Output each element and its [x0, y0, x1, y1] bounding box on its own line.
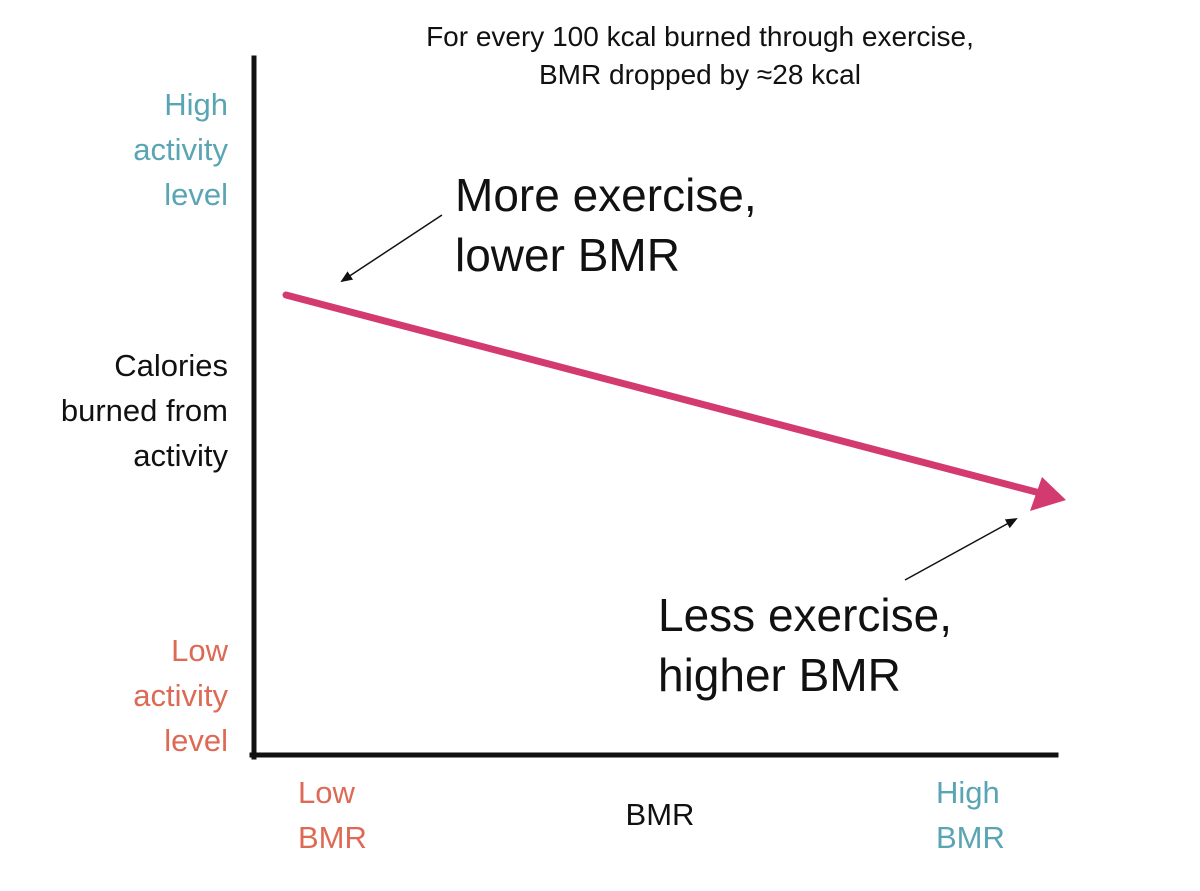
y-axis-low-label: Low activity level [133, 628, 228, 763]
y-axis-title: Calories burned from activity [61, 343, 228, 478]
x-low-line-2: BMR [298, 820, 367, 855]
less-exercise-line-2: higher BMR [658, 649, 901, 701]
diagram-caption: For every 100 kcal burned through exerci… [350, 18, 1050, 94]
less-exercise-annotation: Less exercise, higher BMR [658, 585, 952, 705]
trend-arrow-head [1030, 477, 1066, 511]
x-high-line-1: High [936, 775, 1000, 810]
x-axis-title: BMR [560, 792, 760, 837]
less-exercise-pointer-arrow [904, 518, 1018, 581]
y-high-line-3: level [164, 177, 228, 212]
x-axis-low-label: Low BMR [298, 770, 367, 860]
caption-line-1: For every 100 kcal burned through exerci… [426, 21, 974, 52]
more-exercise-pointer-arrow [340, 214, 443, 283]
y-low-line-1: Low [171, 633, 228, 668]
y-high-line-2: activity [133, 132, 228, 167]
y-high-line-1: High [164, 87, 228, 122]
y-title-line-3: activity [133, 438, 228, 473]
y-title-line-1: Calories [114, 348, 228, 383]
x-axis-high-label: High BMR [936, 770, 1005, 860]
x-low-line-1: Low [298, 775, 355, 810]
y-low-line-2: activity [133, 678, 228, 713]
more-exercise-line-2: lower BMR [455, 229, 680, 281]
x-title-text: BMR [625, 797, 695, 832]
more-exercise-line-1: More exercise, [455, 169, 757, 221]
y-axis-high-label: High activity level [133, 82, 228, 217]
y-title-line-2: burned from [60, 393, 228, 428]
less-exercise-line-1: Less exercise, [658, 589, 953, 641]
trend-arrow-shaft [282, 291, 1044, 497]
y-low-line-3: level [164, 723, 228, 758]
x-high-line-2: BMR [936, 820, 1005, 855]
caption-line-2: BMR dropped by ≈28 kcal [539, 59, 861, 90]
more-exercise-annotation: More exercise, lower BMR [455, 165, 757, 285]
